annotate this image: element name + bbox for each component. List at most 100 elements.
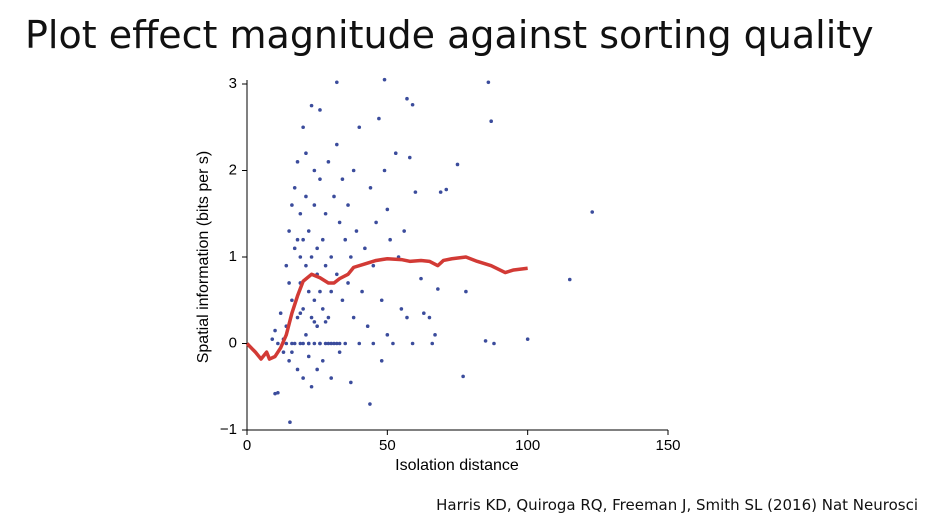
scatter-point <box>278 311 283 316</box>
scatter-point <box>288 420 292 425</box>
scatter-point <box>436 287 440 291</box>
scatter-point <box>486 80 491 85</box>
scatter-point <box>346 281 350 285</box>
scatter-point <box>290 298 294 303</box>
scatter-point <box>304 151 308 155</box>
scatter-point <box>337 350 342 354</box>
x-axis-label: Isolation distance <box>395 457 519 474</box>
scatter-point <box>323 320 328 324</box>
y-tick-label: −1 <box>220 421 237 438</box>
scatter-point <box>320 359 325 363</box>
scatter-point <box>276 341 280 346</box>
scatter-point <box>295 237 300 242</box>
scatter-point <box>315 367 319 372</box>
scatter-point <box>301 237 305 242</box>
scatter-point <box>306 289 311 294</box>
scatter-point <box>410 341 415 346</box>
scatter-point <box>301 307 305 311</box>
scatter-point <box>351 315 356 320</box>
scatter-point <box>309 103 314 108</box>
scatter-point <box>284 341 289 346</box>
scatter-point <box>306 341 311 346</box>
scatter-point <box>312 203 317 207</box>
scatter-point <box>329 341 334 346</box>
scatter-point <box>385 207 390 212</box>
scatter-point <box>323 341 328 346</box>
scatter-point <box>312 298 317 303</box>
scatter-point <box>315 324 319 329</box>
scatter-point <box>287 281 291 285</box>
scatter-point <box>312 320 317 324</box>
scatter-point <box>335 272 339 277</box>
y-tick-label: 1 <box>229 248 237 265</box>
scatter-point <box>292 246 297 251</box>
scatter-point <box>329 255 334 259</box>
scatter-point <box>332 194 336 199</box>
scatter-point <box>298 255 303 259</box>
scatter-point <box>292 186 297 190</box>
scatter-point <box>360 289 364 294</box>
scatter-point <box>492 341 496 346</box>
scatter-point <box>405 96 409 101</box>
scatter-point <box>295 367 300 372</box>
scatter-point <box>346 203 350 207</box>
scatter-point <box>444 187 449 192</box>
scatter-point <box>318 177 322 181</box>
scatter-point <box>455 162 460 167</box>
x-tick-label: 150 <box>655 437 680 454</box>
scatter-point <box>292 341 297 346</box>
scatter-point <box>318 289 322 294</box>
scatter-point <box>371 341 376 346</box>
scatter-point <box>371 263 376 268</box>
scatter-point <box>377 116 381 121</box>
scatter-point <box>320 307 325 311</box>
scatter-point <box>323 263 328 268</box>
scatter-point <box>402 229 406 233</box>
scatter-point <box>301 125 305 130</box>
scatter-point <box>306 354 311 359</box>
scatter-point <box>318 108 322 112</box>
scatter-point <box>379 359 384 363</box>
scatter-point <box>290 203 294 207</box>
scatter-point <box>567 277 572 282</box>
scatter-point <box>273 328 277 333</box>
scatter-point <box>365 324 370 329</box>
scatter-point <box>329 376 334 380</box>
scatter-point <box>323 211 328 216</box>
scatter-point <box>329 289 334 294</box>
scatter-point <box>276 391 280 395</box>
scatter-point <box>368 186 373 190</box>
scatter-point <box>374 220 378 225</box>
scatter-point <box>379 298 384 303</box>
scatter-point <box>335 341 339 346</box>
scatter-point <box>337 341 342 346</box>
scatter-point <box>332 341 336 346</box>
scatter-point <box>410 102 415 107</box>
scatter-point <box>281 350 286 354</box>
citation: Harris KD, Quiroga RQ, Freeman J, Smith … <box>436 496 918 514</box>
scatter-point <box>306 229 311 233</box>
scatter-point <box>489 119 493 123</box>
scatter-point <box>301 341 305 346</box>
scatter-point <box>326 315 331 320</box>
scatter-point <box>351 168 356 173</box>
scatter-point <box>326 341 331 346</box>
scatter-point <box>382 77 387 82</box>
scatter-point <box>326 160 331 164</box>
scatter-point <box>298 311 303 316</box>
scatter-point <box>461 374 465 379</box>
scatter-point <box>304 263 308 268</box>
scatter-point <box>312 168 317 173</box>
scatter-point <box>290 341 294 346</box>
scatter-point <box>284 263 289 268</box>
scatter-point <box>590 210 595 214</box>
slide-title: Plot effect magnitude against sorting qu… <box>25 13 874 57</box>
scatter-point <box>295 160 300 164</box>
y-tick-label: 3 <box>229 75 237 92</box>
scatter-point <box>320 237 325 242</box>
y-tick-label: 0 <box>229 334 237 351</box>
scatter-point <box>298 211 303 216</box>
scatter-point <box>368 402 372 406</box>
scatter-point <box>422 311 426 316</box>
